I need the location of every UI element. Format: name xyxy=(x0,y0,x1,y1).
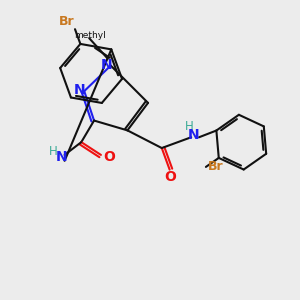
Text: H: H xyxy=(185,120,194,133)
Text: methyl: methyl xyxy=(74,31,106,40)
Text: H: H xyxy=(49,146,57,158)
Text: O: O xyxy=(103,150,115,164)
Text: Br: Br xyxy=(59,15,75,28)
Text: N: N xyxy=(56,150,68,164)
Text: N: N xyxy=(188,128,199,142)
Text: O: O xyxy=(165,170,176,184)
Text: N: N xyxy=(74,83,85,97)
Text: Br: Br xyxy=(208,160,224,173)
Text: N: N xyxy=(101,58,112,72)
